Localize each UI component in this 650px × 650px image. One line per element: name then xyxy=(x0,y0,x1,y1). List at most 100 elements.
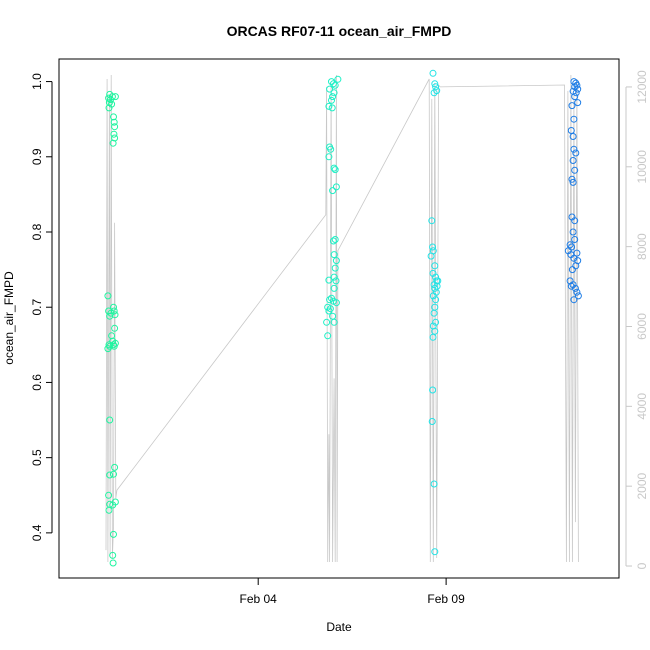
data-point-flight-1 xyxy=(111,324,119,332)
data-point-flight-1 xyxy=(106,342,114,350)
data-point-flight-4 xyxy=(569,178,577,186)
data-point-flight-3 xyxy=(429,243,437,251)
data-point-flight-1 xyxy=(108,93,116,101)
data-point-flight-1 xyxy=(110,130,118,138)
data-point-flight-4 xyxy=(569,133,577,140)
data-point-flight-2 xyxy=(328,78,335,86)
data-point-flight-4 xyxy=(569,281,577,289)
data-point-flight-2 xyxy=(329,80,337,88)
data-point-flight-2 xyxy=(326,85,334,93)
data-point-flight-4 xyxy=(568,175,576,183)
data-point-flight-1 xyxy=(108,332,116,340)
data-point-flight-2 xyxy=(324,332,332,340)
data-point-flight-2 xyxy=(328,96,335,104)
data-point-flight-2 xyxy=(332,277,340,285)
altitude-line xyxy=(105,74,579,563)
axes: 0.4 0.5 0.6 0.7 0.8 0.9 1.0 0 2000 4000 6000 8000 10… xyxy=(30,70,649,606)
data-point-flight-2 xyxy=(329,237,337,245)
data-point-flight-1 xyxy=(105,491,113,499)
y-tick-label: 0.7 xyxy=(30,299,44,316)
data-point-flight-4 xyxy=(568,266,576,274)
data-point-flight-2 xyxy=(325,276,333,284)
data-point-flight-3 xyxy=(431,80,439,88)
data-point-flight-4 xyxy=(571,217,579,225)
x-tick-label: Feb 04 xyxy=(240,592,278,606)
data-point-flight-1 xyxy=(105,94,113,102)
data-point-flight-3 xyxy=(431,262,439,270)
data-point-flight-3 xyxy=(432,273,440,281)
data-point-flight-3 xyxy=(432,296,440,304)
data-point-flight-3 xyxy=(434,277,442,285)
data-point-flight-1 xyxy=(109,501,117,509)
data-point-flight-2 xyxy=(330,318,338,326)
x-axis-label: Date xyxy=(326,620,352,634)
data-point-flight-2 xyxy=(330,164,338,172)
data-point-flight-3 xyxy=(430,89,438,97)
y2-tick-label: 12000 xyxy=(635,70,649,104)
data-point-flight-1 xyxy=(106,471,114,479)
data-point-flight-1 xyxy=(111,123,119,131)
data-point-flight-1 xyxy=(110,530,117,538)
data-point-flight-4 xyxy=(571,93,579,101)
data-point-flight-2 xyxy=(325,153,333,161)
y-tick-label: 0.4 xyxy=(30,524,44,541)
chart-title: ORCAS RF07-11 ocean_air_FMPD xyxy=(227,23,452,39)
data-point-flight-1 xyxy=(111,463,119,471)
plot-frame xyxy=(58,58,620,579)
data-point-flight-2 xyxy=(330,273,338,281)
data-point-flight-1 xyxy=(109,559,117,567)
data-point-flight-4 xyxy=(572,89,580,97)
data-point-flight-3 xyxy=(429,386,437,394)
y-tick-label: 0.6 xyxy=(30,374,44,391)
data-point-flight-1 xyxy=(110,113,117,121)
data-point-flight-3 xyxy=(429,69,437,77)
y2-tick-label: 6000 xyxy=(635,313,649,340)
data-point-flight-2 xyxy=(327,145,335,153)
data-point-flight-1 xyxy=(104,292,112,300)
data-point-flight-2 xyxy=(334,75,342,83)
y-tick-label: 0.5 xyxy=(30,449,44,466)
data-point-flight-1 xyxy=(110,470,117,478)
data-point-flight-4 xyxy=(574,292,582,300)
data-point-flight-4 xyxy=(571,166,579,174)
data-point-flight-2 xyxy=(328,104,336,112)
data-point-flight-1 xyxy=(109,139,117,147)
data-point-flight-2 xyxy=(330,251,338,259)
data-point-flight-1 xyxy=(110,307,118,315)
y-tick-label: 0.8 xyxy=(30,223,44,240)
data-point-flight-4 xyxy=(570,115,578,123)
data-point-flight-3 xyxy=(431,284,439,292)
y-tick-label: 0.9 xyxy=(30,148,44,165)
y2-tick-label: 4000 xyxy=(635,393,649,420)
data-point-flight-2 xyxy=(323,318,331,326)
y-axis-label: ocean_air_FMPD xyxy=(2,271,16,365)
data-point-flight-2 xyxy=(326,305,334,313)
x-tick-label: Feb 09 xyxy=(427,592,465,606)
data-point-flight-4 xyxy=(574,99,582,107)
data-point-flight-4 xyxy=(572,149,580,157)
data-point-flight-2 xyxy=(330,284,338,292)
data-point-flight-1 xyxy=(108,100,116,108)
data-point-flight-4 xyxy=(567,282,575,290)
data-point-flight-2 xyxy=(329,93,337,101)
data-point-flight-3 xyxy=(429,292,437,300)
data-point-flight-2 xyxy=(331,236,339,243)
y2-tick-label: 10000 xyxy=(635,150,649,184)
data-point-flight-2 xyxy=(331,166,339,174)
data-point-flight-1 xyxy=(110,118,118,126)
data-point-flight-3 xyxy=(433,282,441,290)
data-point-flight-4 xyxy=(571,284,579,292)
data-point-flight-2 xyxy=(326,296,334,304)
data-point-flight-2 xyxy=(331,264,339,272)
data-point-flight-1 xyxy=(105,506,113,514)
y-tick-label: 1.0 xyxy=(30,73,44,90)
data-point-flight-1 xyxy=(109,551,117,559)
data-point-flight-1 xyxy=(111,93,119,101)
data-point-flight-4 xyxy=(570,145,578,153)
data-point-flight-2 xyxy=(332,183,340,191)
data-point-flight-3 xyxy=(429,333,437,341)
data-point-flight-1 xyxy=(110,303,117,311)
data-point-flight-4 xyxy=(569,157,577,164)
y2-tick-label: 8000 xyxy=(635,233,649,260)
data-point-flight-4 xyxy=(568,102,576,110)
